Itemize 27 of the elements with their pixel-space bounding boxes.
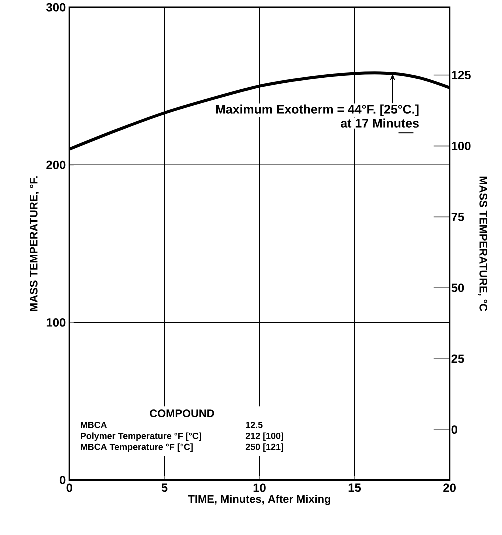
x-tick-label: 0 — [67, 484, 73, 492]
annotation: 12.5 — [246, 422, 264, 428]
y-tick-label: 300 — [46, 3, 66, 12]
annotation: Polymer Temperature °F [°C] — [81, 432, 202, 442]
y2-tick-label: 25 — [452, 354, 465, 364]
x-tick-label: 20 — [444, 484, 456, 492]
y-tick-label: 200 — [46, 160, 66, 170]
x-tick-label: 5 — [162, 484, 168, 492]
annotation: COMPOUND — [150, 410, 215, 418]
x-tick-label: 10 — [254, 484, 266, 492]
annotation: 250 [121] — [246, 444, 284, 452]
y-tick-label: 100 — [47, 318, 66, 327]
y2-tick-label: 50 — [452, 284, 464, 292]
annotation: MBCA — [81, 422, 108, 428]
y2-tick-label: 100 — [452, 142, 471, 150]
y-tick-label: 0 — [60, 476, 66, 484]
annotation: Maximum Exotherm = 44°F. [25°C.] — [216, 104, 419, 116]
annotation: MBCA Temperature °F [°C] — [81, 444, 194, 452]
y2-tick-label: 125 — [452, 71, 472, 80]
annotation: at 17 Minutes — [341, 118, 420, 128]
y2-tick-label: 75 — [452, 212, 465, 222]
y2-tick-label: 0 — [452, 426, 458, 434]
annotation: 212 [100] — [246, 432, 284, 442]
x-tick-label: 15 — [349, 484, 362, 492]
x-axis-title: TIME, Minutes, After Mixing — [188, 495, 331, 506]
y-axis-title: MASS TEMPERATURE, °F. — [30, 176, 40, 312]
y2-axis-title: MASS TEMPERATURE, °C — [478, 176, 488, 312]
